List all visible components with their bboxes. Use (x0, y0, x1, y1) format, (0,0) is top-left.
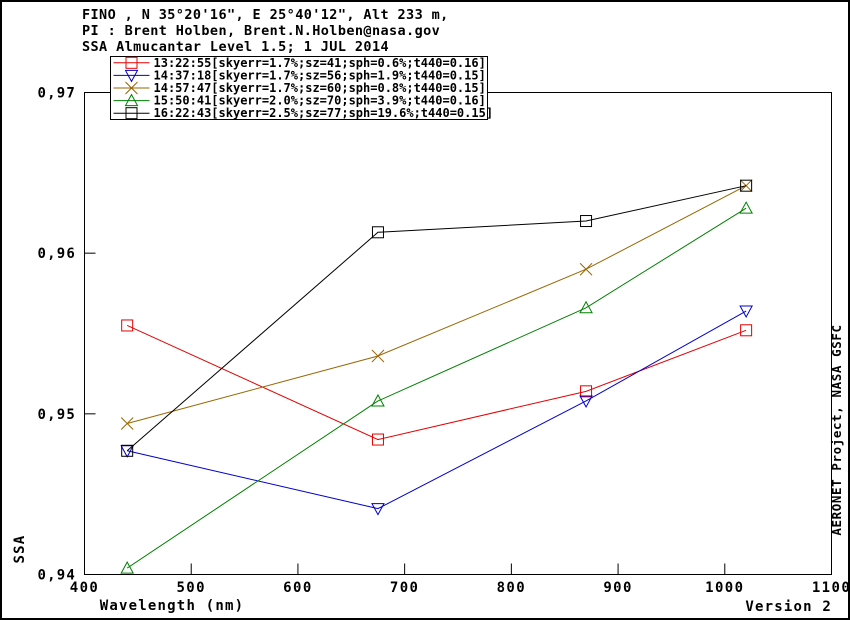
plot-frame (84, 92, 832, 575)
series-4-marker (740, 179, 753, 192)
series-3-marker (739, 201, 753, 214)
series-1-marker (739, 305, 753, 319)
series-0-line (126, 325, 747, 441)
series-2-marker (371, 349, 385, 363)
x-tick-label: 600 (283, 580, 313, 596)
legend-marker-4 (125, 107, 138, 120)
series-2-line (127, 185, 747, 424)
legend-marker-0 (125, 56, 138, 69)
series-2-marker (120, 417, 134, 430)
legend: 13:22:55[skyerr=1.7%;sz=41;sph=0.6%;t440… (110, 56, 494, 120)
y-axis-label: SSA (12, 535, 28, 564)
legend-label: 16:22:43[skyerr=2.5%;sz=77;sph=19.6%;t44… (154, 106, 494, 120)
x-tick-label: 1100 (812, 580, 848, 596)
series-0-marker (371, 433, 384, 446)
site-title: FINO , N 35°20'16", E 25°40'12", Alt 233… (82, 7, 449, 23)
series-2-marker (579, 262, 593, 276)
series-0-marker (121, 319, 134, 332)
series-3-marker (120, 561, 135, 574)
series-1-line (127, 310, 747, 510)
legend-entry-0: 13:22:55[skyerr=1.7%;sz=41;sph=0.6%;t440… (113, 56, 486, 70)
series-4-marker (371, 226, 384, 239)
legend-label: 13:22:55[skyerr=1.7%;sz=41;sph=0.6%;t440… (154, 56, 486, 70)
series-1-marker (371, 503, 385, 516)
x-tick-label: 500 (176, 580, 206, 596)
series-4-marker (121, 444, 134, 457)
x-tick-label: 1000 (705, 580, 744, 596)
legend-entry-2: 14:57:47[skyerr=1.7%;sz=60;sph=0.8%;t440… (113, 81, 486, 95)
legend-marker-2 (125, 81, 138, 95)
legend-entry-3: 15:50:41[skyerr=2.0%;sz=70;sph=3.9%;t440… (113, 93, 486, 108)
series-3-marker (371, 393, 385, 407)
legend-label: 14:57:47[skyerr=1.7%;sz=60;sph=0.8%;t440… (154, 81, 486, 95)
legend-entry-4: 16:22:43[skyerr=2.5%;sz=77;sph=19.6%;t44… (113, 106, 494, 120)
legend-label: 14:37:18[skyerr=1.7%;sz=56;sph=1.9%;t440… (154, 68, 486, 82)
x-axis-label: Wavelength (nm) (100, 598, 244, 614)
legend-marker-3 (124, 93, 139, 107)
series-3-line (126, 207, 747, 569)
version-label: Version 2 (745, 599, 832, 615)
x-tick-label: 800 (497, 580, 527, 596)
pi-line: PI : Brent Holben, Brent.N.Holben@nasa.g… (82, 23, 440, 39)
legend-label: 15:50:41[skyerr=2.0%;sz=70;sph=3.9%;t440… (154, 94, 486, 108)
credit-label: AERONET Project, NASA GSFC (829, 324, 844, 535)
product-line: SSA Almucantar Level 1.5; 1 JUL 2014 (82, 39, 389, 55)
x-tick-label: 900 (603, 580, 633, 596)
legend-entry-1: 14:37:18[skyerr=1.7%;sz=56;sph=1.9%;t440… (113, 68, 486, 83)
x-tick-label: 700 (390, 580, 420, 596)
series-4-line (126, 185, 747, 452)
series-layer (120, 179, 753, 574)
legend-box (110, 56, 488, 120)
y-tick-label: 0,96 (37, 246, 76, 262)
y-tick-label: 0,97 (37, 86, 76, 102)
series-4-marker (580, 215, 593, 228)
series-0-marker (740, 324, 753, 337)
x-tick-label: 400 (70, 580, 100, 596)
legend-marker-1 (124, 69, 139, 83)
series-0-marker (580, 385, 593, 398)
series-3-marker (579, 300, 593, 314)
series-1-marker (579, 395, 593, 409)
y-tick-label: 0,94 (37, 568, 76, 584)
axis-ticks: 400 500 600 700 800 900 1000 1100 0,94 0,95 0,96 0,… (37, 86, 848, 597)
y-tick-label: 0,95 (37, 407, 76, 423)
